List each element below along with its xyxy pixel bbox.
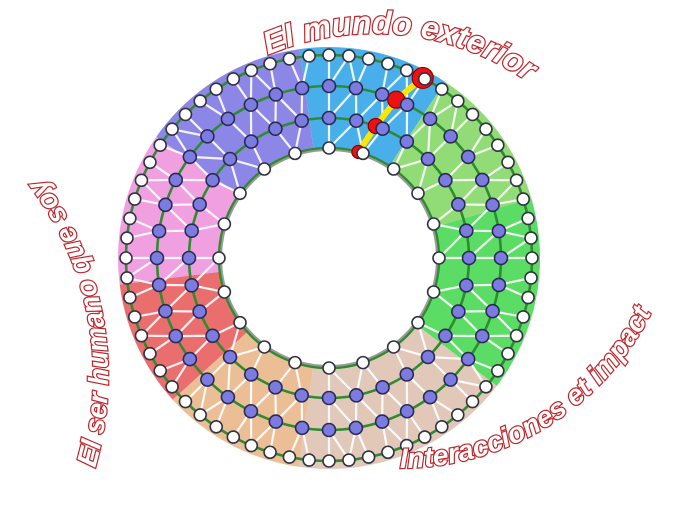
svg-text:El ser humano que soy: El ser humano que soy (20, 172, 114, 469)
